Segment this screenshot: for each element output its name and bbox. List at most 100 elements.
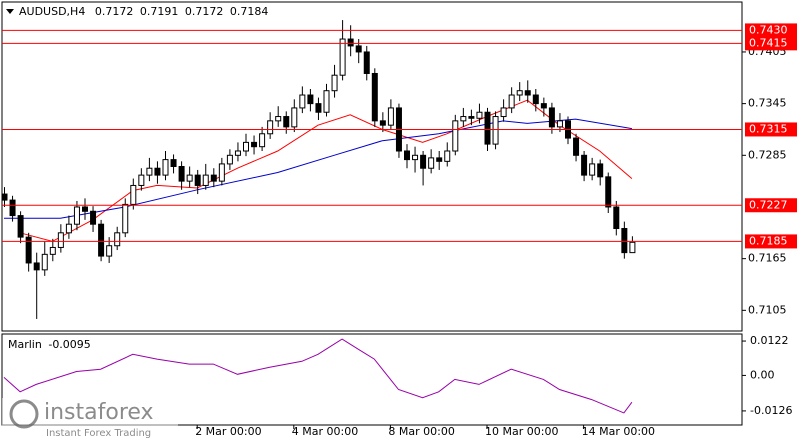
- candle-body: [573, 137, 580, 156]
- candle-body: [355, 45, 362, 53]
- indicator-label: Marlin -0.0095: [8, 338, 91, 351]
- candle-body: [106, 245, 113, 257]
- candle-body: [9, 199, 16, 217]
- candle-body: [114, 232, 121, 247]
- candle-body: [154, 167, 161, 176]
- moving-average: [4, 118, 632, 219]
- level-label-bg: [745, 23, 797, 38]
- candle-body: [613, 206, 620, 230]
- candle-body: [605, 176, 612, 208]
- candle-body: [476, 111, 483, 119]
- candle-body: [25, 236, 32, 264]
- candle-body: [589, 163, 596, 176]
- candle-body: [548, 107, 555, 128]
- candle-body: [307, 94, 314, 105]
- candle-body: [49, 246, 56, 255]
- candle-body: [234, 150, 241, 156]
- candle-body: [597, 163, 604, 178]
- candle-body: [65, 223, 72, 234]
- candle-body: [17, 215, 24, 238]
- indicator-panel: [1, 333, 743, 426]
- candle-body: [194, 174, 201, 186]
- level-label-bg: [745, 122, 797, 137]
- indicator-tick-label: 0.00: [750, 368, 775, 381]
- candle-body: [347, 38, 354, 47]
- candle-body: [98, 223, 105, 257]
- logo-icon: [9, 399, 39, 429]
- indicator-line: [3, 338, 633, 414]
- candle-body: [186, 174, 193, 182]
- candle-body: [130, 184, 137, 205]
- candle-body: [484, 111, 491, 145]
- candle-body: [210, 174, 217, 182]
- candle-body: [73, 206, 80, 225]
- main-panel: [1, 1, 743, 332]
- candle-body: [291, 107, 298, 128]
- candle-body: [404, 150, 410, 161]
- indicator-tick-label: 0.0122: [750, 334, 789, 347]
- candle-body: [516, 90, 523, 96]
- candle-body: [170, 159, 177, 168]
- indicator-value: -0.0095: [48, 338, 90, 351]
- candle-body: [379, 120, 386, 126]
- candle-body: [267, 120, 274, 135]
- candle-body: [323, 90, 330, 113]
- x-tick-label: 14 Mar 00:00: [582, 425, 655, 438]
- candle-body: [218, 163, 225, 182]
- tagline: Instant Forex Trading: [46, 428, 151, 439]
- candle-body: [283, 116, 290, 128]
- candle-body: [33, 262, 40, 271]
- symbol: AUDUSD,H4: [19, 5, 85, 18]
- candle-body: [299, 94, 306, 109]
- candle-body: [162, 159, 169, 176]
- candle-body: [581, 154, 588, 176]
- level-label-bg: [745, 234, 797, 249]
- candle-body: [621, 228, 628, 254]
- candle-body: [122, 203, 129, 234]
- level-label-bg: [745, 36, 797, 51]
- brand: instaforex: [44, 400, 154, 425]
- candle-body: [532, 94, 539, 105]
- candle-body: [259, 133, 266, 148]
- candle-body: [444, 150, 451, 162]
- candle-body: [146, 167, 153, 176]
- x-tick-label: 8 Mar 00:00: [388, 425, 454, 438]
- candle-body: [629, 241, 636, 254]
- x-tick-label: 10 Mar 00:00: [485, 425, 558, 438]
- candle-body: [339, 38, 346, 76]
- level-label-bg: [745, 198, 797, 213]
- y-tick-label: 0.7345: [748, 97, 787, 110]
- candle-body: [420, 154, 427, 169]
- candle-body: [226, 154, 233, 165]
- x-tick-label: 2 Mar 00:00: [195, 425, 261, 438]
- candle-body: [556, 120, 563, 128]
- candle-body: [500, 107, 507, 118]
- candle-body: [540, 103, 547, 109]
- candle-body: [492, 116, 499, 145]
- y-tick-label: 0.7285: [748, 148, 787, 161]
- candle-body: [460, 116, 467, 122]
- candle-body: [387, 107, 394, 126]
- candle-body: [315, 103, 322, 113]
- level-label: 0.7227: [749, 198, 788, 211]
- y-tick-label: 0.7105: [748, 303, 787, 316]
- candle-body: [243, 141, 249, 152]
- y-tick-label: 0.7165: [748, 252, 787, 265]
- open: 0.7172: [95, 5, 134, 18]
- level-label: 0.7415: [749, 36, 788, 49]
- candle-body: [82, 206, 88, 212]
- menu-icon: [6, 9, 14, 14]
- level-label: 0.7185: [749, 234, 788, 247]
- candle-body: [1, 193, 8, 201]
- candle-body: [178, 166, 185, 182]
- low: 0.7172: [185, 5, 224, 18]
- watermark: instaforex Instant Forex Trading: [2, 398, 178, 442]
- candle-body: [275, 116, 282, 122]
- x-tick-label: 4 Mar 00:00: [292, 425, 358, 438]
- candle-body: [412, 154, 419, 161]
- candle-body: [371, 72, 378, 122]
- candle-body: [524, 90, 531, 96]
- candle-body: [331, 74, 338, 92]
